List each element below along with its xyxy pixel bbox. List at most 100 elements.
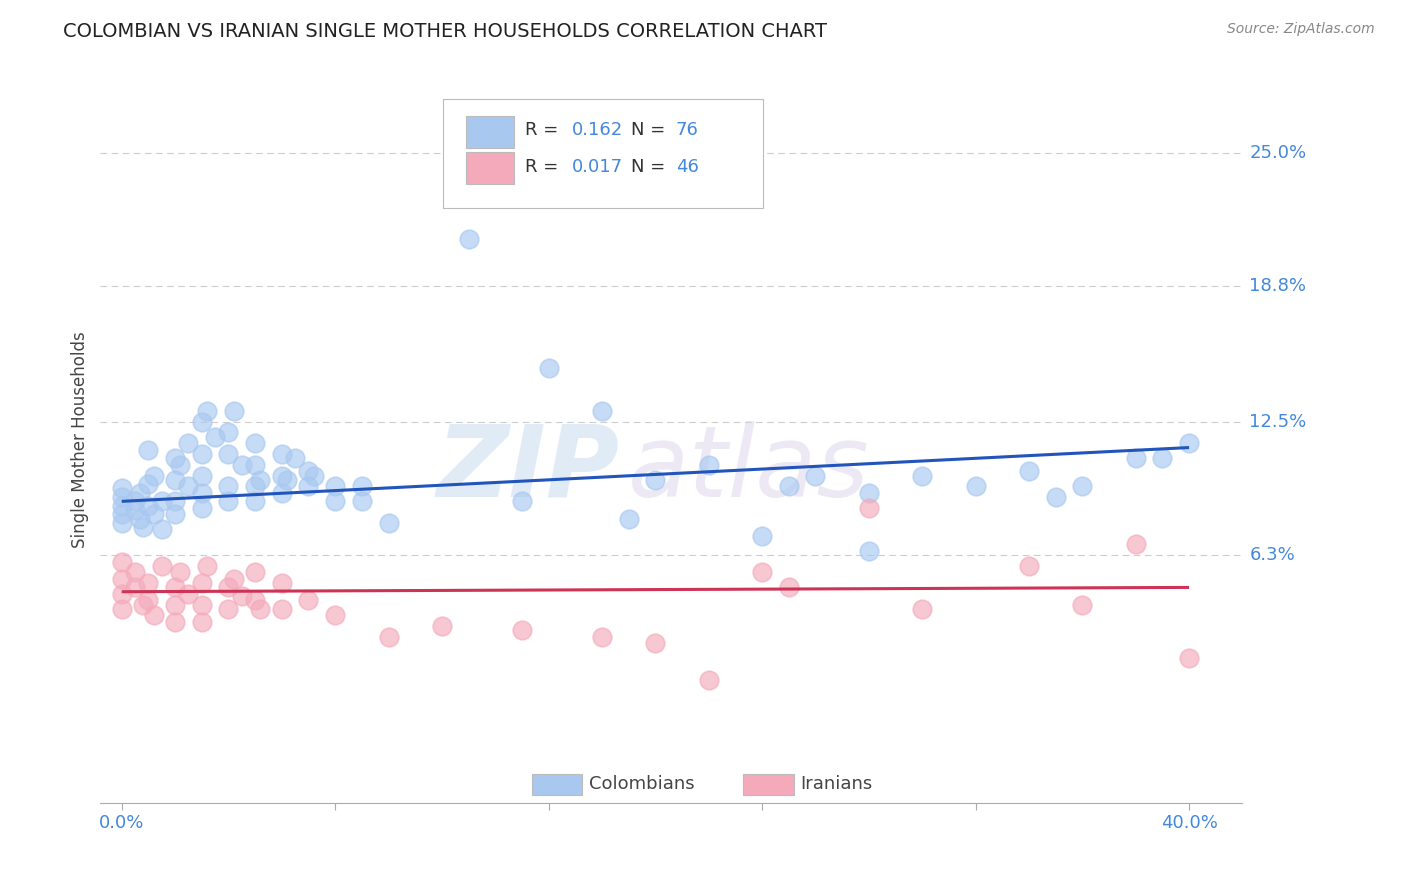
Point: [204, 430, 226, 444]
Point: [190, 615, 212, 629]
Text: Colombians: Colombians: [589, 775, 695, 794]
Text: 18.8%: 18.8%: [1250, 277, 1306, 295]
Point: [124, 566, 146, 580]
Point: [430, 619, 453, 633]
Point: [150, 494, 173, 508]
Text: atlas: atlas: [628, 420, 870, 517]
Point: [1178, 436, 1201, 450]
Point: [644, 636, 666, 650]
Point: [124, 503, 146, 517]
Point: [249, 473, 271, 487]
Text: 0.162: 0.162: [572, 121, 623, 139]
Point: [965, 479, 987, 493]
Point: [195, 558, 218, 573]
Text: N =: N =: [631, 158, 672, 176]
Point: [217, 479, 239, 493]
Text: Iranians: Iranians: [800, 775, 873, 794]
Point: [190, 415, 212, 429]
Point: [111, 482, 134, 496]
Point: [243, 479, 266, 493]
Point: [1125, 537, 1147, 551]
Point: [231, 458, 253, 472]
FancyBboxPatch shape: [531, 773, 582, 796]
Point: [243, 458, 266, 472]
Point: [243, 566, 266, 580]
Point: [1152, 451, 1174, 466]
Point: [142, 468, 165, 483]
Point: [644, 473, 666, 487]
Point: [1071, 479, 1094, 493]
Point: [217, 447, 239, 461]
FancyBboxPatch shape: [443, 99, 763, 208]
Point: [243, 494, 266, 508]
Point: [858, 485, 880, 500]
Point: [165, 473, 187, 487]
Point: [165, 581, 187, 595]
Point: [1045, 490, 1067, 504]
Point: [858, 500, 880, 515]
Point: [297, 464, 319, 478]
Point: [778, 479, 800, 493]
Point: [510, 624, 533, 638]
Point: [323, 479, 346, 493]
Point: [249, 602, 271, 616]
Point: [165, 615, 187, 629]
Text: ZIP: ZIP: [437, 420, 620, 517]
Text: 6.3%: 6.3%: [1250, 546, 1295, 564]
Point: [297, 593, 319, 607]
Y-axis label: Single Mother Households: Single Mother Households: [72, 332, 89, 549]
Point: [190, 447, 212, 461]
Point: [222, 404, 245, 418]
Point: [165, 451, 187, 466]
Text: Source: ZipAtlas.com: Source: ZipAtlas.com: [1227, 22, 1375, 37]
FancyBboxPatch shape: [465, 116, 513, 148]
Point: [537, 360, 560, 375]
Point: [1071, 598, 1094, 612]
Text: 76: 76: [676, 121, 699, 139]
FancyBboxPatch shape: [465, 153, 513, 184]
Point: [195, 404, 218, 418]
Point: [350, 479, 373, 493]
Point: [270, 447, 292, 461]
Point: [169, 458, 191, 472]
Point: [1018, 464, 1040, 478]
Point: [217, 581, 239, 595]
Point: [270, 576, 292, 591]
Point: [1125, 451, 1147, 466]
Point: [190, 598, 212, 612]
Point: [243, 593, 266, 607]
Point: [138, 593, 160, 607]
Point: [111, 508, 134, 522]
Point: [142, 608, 165, 623]
Point: [142, 508, 165, 522]
Point: [323, 494, 346, 508]
Point: [804, 468, 827, 483]
Point: [778, 581, 800, 595]
Point: [911, 468, 934, 483]
Point: [217, 602, 239, 616]
Text: 25.0%: 25.0%: [1250, 144, 1306, 161]
Point: [591, 404, 613, 418]
Point: [190, 500, 212, 515]
Point: [190, 485, 212, 500]
Point: [111, 516, 134, 530]
Point: [165, 508, 187, 522]
Point: [111, 587, 134, 601]
Point: [129, 511, 152, 525]
Point: [302, 468, 325, 483]
Point: [457, 232, 479, 246]
Point: [111, 602, 134, 616]
Point: [217, 494, 239, 508]
Point: [177, 479, 200, 493]
Point: [111, 499, 134, 513]
Text: 0.017: 0.017: [572, 158, 623, 176]
Point: [177, 587, 200, 601]
Point: [284, 451, 307, 466]
Point: [510, 494, 533, 508]
Point: [124, 494, 146, 508]
FancyBboxPatch shape: [744, 773, 793, 796]
Point: [350, 494, 373, 508]
Point: [270, 602, 292, 616]
Text: 12.5%: 12.5%: [1250, 413, 1306, 431]
Point: [165, 598, 187, 612]
